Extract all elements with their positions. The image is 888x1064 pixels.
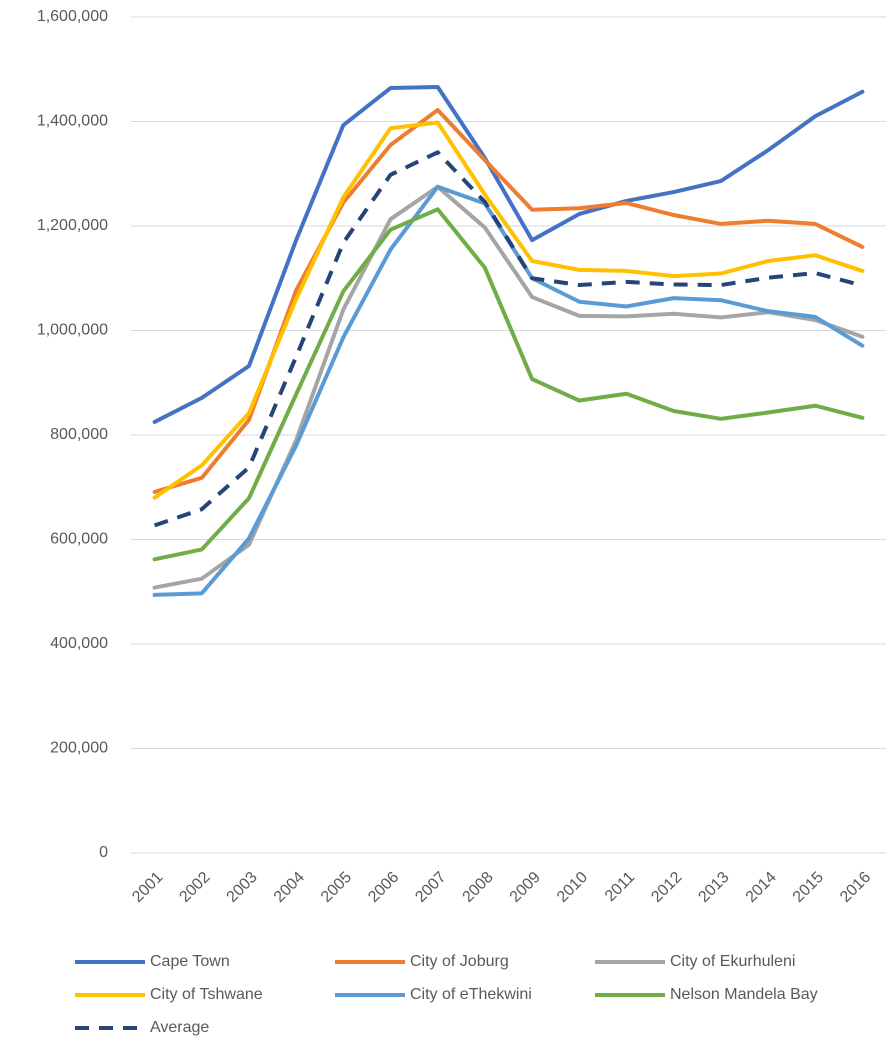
y-tick-label: 1,400,000 bbox=[37, 113, 108, 130]
x-tick-label: 2008 bbox=[460, 869, 497, 906]
legend-label: Cape Town bbox=[150, 953, 230, 970]
series-line bbox=[153, 150, 863, 528]
x-tick-label: 2011 bbox=[602, 869, 638, 905]
x-tick-label: 2014 bbox=[743, 869, 780, 906]
x-tick-label: 2001 bbox=[129, 869, 166, 906]
legend-label: City of Tshwane bbox=[150, 986, 263, 1003]
legend-label: Average bbox=[150, 1019, 209, 1036]
x-tick-label: 2010 bbox=[554, 869, 591, 906]
x-tick-label: 2013 bbox=[695, 869, 732, 906]
y-tick-label: 1,200,000 bbox=[37, 217, 108, 234]
legend-label: City of Joburg bbox=[410, 953, 509, 970]
legend-label: City of eThekwini bbox=[410, 986, 532, 1003]
x-tick-label: 2016 bbox=[837, 869, 874, 906]
series-line bbox=[152, 85, 865, 424]
x-tick-label: 2007 bbox=[412, 869, 449, 906]
x-tick-label: 2005 bbox=[318, 869, 355, 906]
y-tick-label: 0 bbox=[99, 844, 108, 861]
y-tick-label: 400,000 bbox=[50, 635, 108, 652]
y-tick-label: 800,000 bbox=[50, 426, 108, 443]
series-line bbox=[152, 120, 865, 500]
y-tick-label: 1,600,000 bbox=[37, 8, 108, 25]
y-tick-label: 200,000 bbox=[50, 740, 108, 757]
legend-label: City of Ekurhuleni bbox=[670, 953, 795, 970]
y-tick-label: 600,000 bbox=[50, 531, 108, 548]
y-tick-label: 1,000,000 bbox=[37, 322, 108, 339]
x-tick-label: 2004 bbox=[271, 869, 308, 906]
x-tick-label: 2012 bbox=[648, 869, 685, 906]
x-tick-label: 2015 bbox=[790, 869, 827, 906]
x-tick-label: 2003 bbox=[224, 869, 261, 906]
series-line bbox=[152, 207, 865, 562]
x-tick-label: 2002 bbox=[176, 869, 213, 906]
legend-label: Nelson Mandela Bay bbox=[670, 986, 818, 1003]
x-tick-label: 2006 bbox=[365, 869, 402, 906]
x-tick-label: 2009 bbox=[507, 869, 544, 906]
